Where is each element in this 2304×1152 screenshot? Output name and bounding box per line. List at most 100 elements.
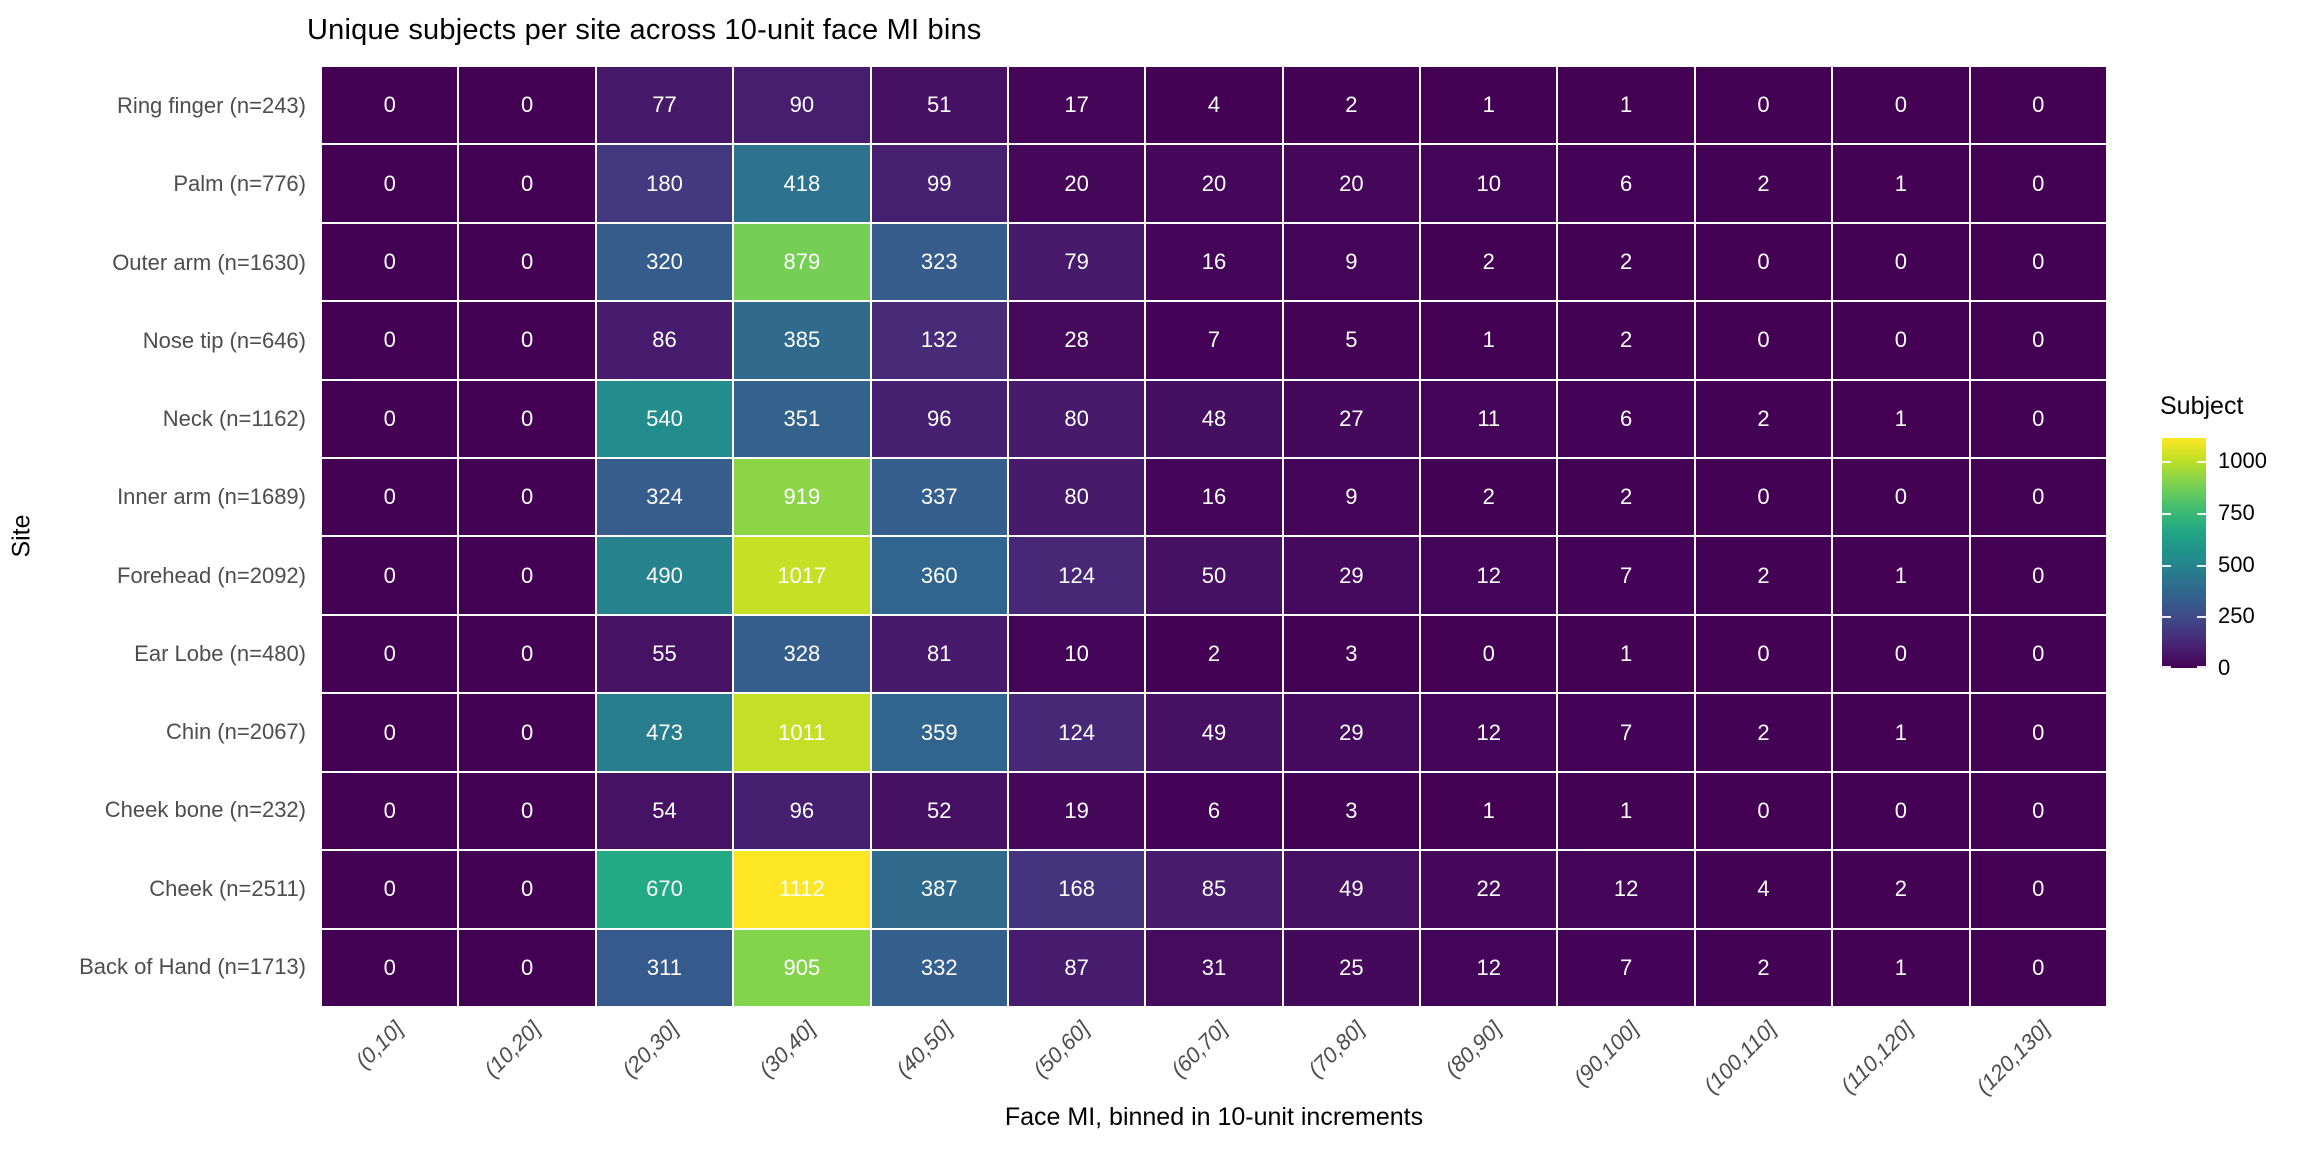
heatmap-cell: 337 (871, 459, 1007, 536)
heatmap-cell: 0 (1970, 459, 2106, 536)
heatmap-cell: 124 (1008, 537, 1145, 614)
heatmap-cell: 28 (1008, 302, 1145, 379)
heatmap-cell: 1 (1833, 145, 1969, 222)
heatmap-cell: 1 (1421, 67, 1557, 144)
legend-tick-label: 250 (2218, 603, 2255, 629)
heatmap-cell: 12 (1421, 929, 1557, 1006)
heatmap-cell: 31 (1146, 929, 1282, 1006)
x-tick-label: (90,100] (1568, 1016, 1644, 1091)
heatmap-cell: 0 (1970, 302, 2106, 379)
heatmap-cell: 3 (1283, 772, 1420, 850)
heatmap-cell: 332 (871, 929, 1007, 1006)
heatmap-cell: 22 (1421, 851, 1557, 928)
heatmap-cell: 0 (1970, 929, 2106, 1006)
heatmap-cell: 0 (322, 851, 458, 928)
heatmap-cell: 2 (1695, 380, 1832, 458)
heatmap-cell: 7 (1558, 537, 1694, 614)
heatmap-cell: 0 (1833, 615, 1969, 693)
chart-title: Unique subjects per site across 10-unit … (307, 14, 982, 46)
heatmap-cell: 0 (1970, 772, 2106, 850)
heatmap-cell: 0 (1833, 67, 1969, 144)
heatmap-cell: 20 (1008, 145, 1145, 222)
heatmap-cell: 5 (1283, 302, 1420, 379)
heatmap-cell: 180 (596, 145, 733, 222)
heatmap-cell: 16 (1146, 459, 1282, 536)
heatmap-cell: 6 (1558, 380, 1694, 458)
heatmap-cell: 1 (1421, 302, 1557, 379)
heatmap-cell: 324 (596, 459, 733, 536)
heatmap-grid: 0 0 77 90 51 17 4 2 1 1 0 0 0 0 0 180 418 99 20 20 20 10 6 2 1 0 0… (322, 67, 2106, 1006)
y-tick-label: Ear Lobe (n=480) (134, 640, 306, 666)
legend-colorbar (2162, 438, 2206, 668)
heatmap-cell: 12 (1421, 694, 1557, 771)
heatmap-cell: 323 (871, 223, 1007, 301)
heatmap-cell: 0 (1970, 537, 2106, 614)
heatmap-cell: 6 (1558, 145, 1694, 222)
heatmap-cell: 81 (871, 615, 1007, 693)
legend-tick-mark (2197, 616, 2206, 619)
heatmap-cell: 86 (596, 302, 733, 379)
heatmap-cell: 0 (1970, 223, 2106, 301)
heatmap-cell: 0 (1695, 223, 1832, 301)
heatmap-cell: 0 (1833, 772, 1969, 850)
heatmap-cell: 0 (322, 459, 458, 536)
heatmap-cell: 0 (1695, 67, 1832, 144)
heatmap-cell: 7 (1558, 694, 1694, 771)
heatmap-cell: 7 (1146, 302, 1282, 379)
legend-tick-label: 1000 (2218, 448, 2267, 474)
legend: Subject 1000 750 500 250 0 (2150, 392, 2304, 712)
y-tick-label: Neck (n=1162) (162, 406, 306, 432)
heatmap-cell: 0 (322, 302, 458, 379)
y-tick-label: Palm (n=776) (173, 171, 306, 197)
x-tick-label: (120,130] (1971, 1016, 2056, 1100)
heatmap-cell: 0 (459, 694, 595, 771)
heatmap-cell: 54 (596, 772, 733, 850)
legend-tick-label: 0 (2218, 655, 2231, 680)
y-tick-label: Ring finger (n=243) (117, 93, 306, 119)
x-axis-tick-labels: (0,10] (10,20] (20,30] (30,40] (40,50] (50,60… (322, 1016, 2106, 1116)
heatmap-cell: 0 (1695, 459, 1832, 536)
heatmap-cell: 2 (1421, 459, 1557, 536)
heatmap-cell: 0 (1970, 615, 2106, 693)
y-tick-label: Forehead (n=2092) (117, 562, 306, 588)
heatmap-cell: 27 (1283, 380, 1420, 458)
heatmap-cell: 0 (459, 851, 595, 928)
heatmap-cell: 418 (734, 145, 870, 222)
heatmap-cell: 0 (459, 459, 595, 536)
heatmap-cell: 351 (734, 380, 870, 458)
x-tick-label: (20,30] (616, 1016, 683, 1083)
heatmap-cell: 387 (871, 851, 1007, 928)
y-tick-label: Nose tip (n=646) (142, 327, 306, 353)
heatmap-cell: 670 (596, 851, 733, 928)
heatmap-cell: 48 (1146, 380, 1282, 458)
heatmap-cell: 1 (1833, 380, 1969, 458)
heatmap-cell: 0 (1421, 615, 1557, 693)
heatmap-cell: 0 (322, 929, 458, 1006)
heatmap-cell: 52 (871, 772, 1007, 850)
heatmap-cell: 1017 (734, 537, 870, 614)
legend-tick-label: 750 (2218, 499, 2255, 525)
heatmap-cell: 0 (322, 145, 458, 222)
heatmap-cell: 12 (1558, 851, 1694, 928)
heatmap-cell: 0 (459, 223, 595, 301)
x-tick-label: (110,120] (1835, 1016, 1918, 1099)
heatmap-cell: 3 (1283, 615, 1420, 693)
heatmap-cell: 2 (1695, 694, 1832, 771)
x-tick-label: (80,90] (1440, 1016, 1507, 1083)
heatmap-cell: 9 (1283, 459, 1420, 536)
heatmap-cell: 311 (596, 929, 733, 1006)
heatmap-cell: 85 (1146, 851, 1282, 928)
heatmap-cell: 1 (1833, 929, 1969, 1006)
x-tick-label: (50,60] (1028, 1016, 1095, 1083)
heatmap-cell: 2 (1421, 223, 1557, 301)
legend-tick-mark (2162, 666, 2171, 668)
heatmap-cell: 0 (1695, 615, 1832, 693)
heatmap-cell: 473 (596, 694, 733, 771)
heatmap-cell: 0 (322, 615, 458, 693)
y-tick-label: Cheek bone (n=232) (104, 797, 306, 823)
heatmap-cell: 0 (322, 223, 458, 301)
y-tick-label: Inner arm (n=1689) (117, 484, 306, 510)
heatmap-cell: 2 (1833, 851, 1969, 928)
heatmap-cell: 490 (596, 537, 733, 614)
heatmap-cell: 2 (1558, 459, 1694, 536)
